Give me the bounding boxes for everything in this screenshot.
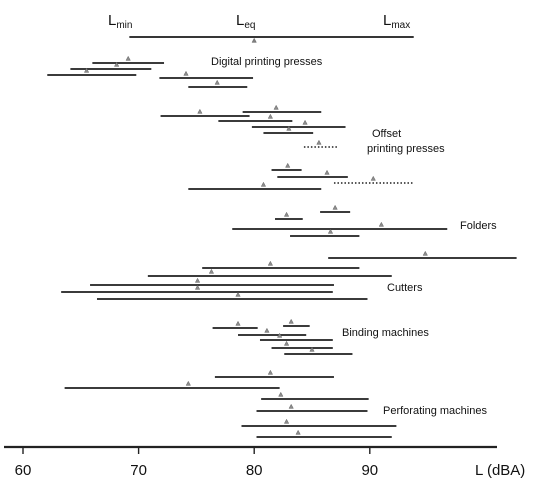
leq-marker — [194, 277, 201, 283]
leq-marker — [273, 104, 279, 110]
legend-lmax-subscript: max — [391, 20, 410, 31]
leq-marker — [278, 391, 284, 397]
leq-marker — [194, 284, 201, 290]
x-axis-tick-label: 70 — [130, 462, 147, 479]
leq-marker — [288, 403, 294, 409]
group-label: Digital printing presses — [211, 56, 323, 68]
group-label: Cutters — [387, 282, 423, 294]
leq-marker — [316, 139, 322, 145]
group-label: Folders — [460, 220, 497, 232]
leq-marker — [288, 318, 294, 324]
leq-marker — [295, 429, 301, 435]
group-label: printing presses — [367, 143, 445, 155]
leq-marker — [302, 119, 308, 125]
leq-marker — [235, 291, 241, 297]
legend-leq-subscript: eq — [244, 20, 255, 31]
leq-marker — [235, 320, 241, 326]
leq-marker — [324, 169, 330, 175]
leq-marker — [309, 346, 315, 352]
leq-marker — [183, 70, 189, 76]
group-label: Offset — [372, 128, 401, 140]
leq-marker — [285, 162, 291, 168]
leq-marker — [260, 181, 267, 187]
leq-marker — [267, 260, 274, 266]
leq-marker — [378, 221, 384, 227]
leq-marker — [208, 268, 215, 274]
legend-leq-marker — [251, 37, 257, 43]
x-axis-label: L (dBA) — [475, 462, 525, 479]
x-axis-tick-label: 80 — [246, 462, 263, 479]
leq-marker — [283, 418, 290, 424]
leq-marker — [264, 327, 270, 333]
leq-marker — [286, 125, 292, 131]
leq-marker — [214, 79, 220, 85]
legend-lmin-subscript: min — [116, 20, 132, 31]
leq-marker — [185, 380, 191, 386]
legend-lmin-label: Lmin — [108, 12, 132, 31]
leq-marker — [267, 369, 274, 375]
leq-marker — [370, 175, 376, 181]
x-axis-tick-label: 90 — [361, 462, 378, 479]
leq-marker — [332, 204, 338, 210]
leq-marker — [327, 228, 334, 234]
leq-marker — [114, 61, 120, 67]
legend-lmax-label: Lmax — [383, 12, 410, 31]
leq-marker — [83, 67, 90, 73]
group-label: Perforating machines — [383, 405, 487, 417]
leq-marker — [125, 55, 131, 61]
leq-marker — [283, 340, 290, 346]
leq-marker — [422, 250, 428, 256]
legend-leq-label: Leq — [236, 12, 255, 31]
group-label: Binding machines — [342, 327, 429, 339]
leq-marker — [197, 108, 203, 114]
leq-marker — [277, 332, 283, 338]
leq-marker — [267, 113, 274, 119]
x-axis-tick-label: 60 — [15, 462, 32, 479]
leq-marker — [283, 211, 290, 217]
